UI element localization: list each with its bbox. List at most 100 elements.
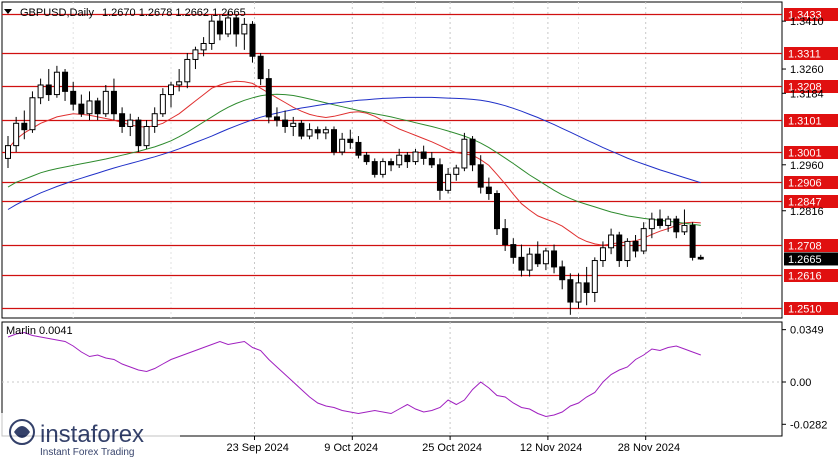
symbol-timeframe: GBPUSD,Daily <box>20 7 94 19</box>
price-tick-label: 1.2816 <box>790 206 824 218</box>
candle <box>127 113 134 137</box>
date-label: 9 Oct 2024 <box>324 442 378 454</box>
indicator-panel: 0.0349 0.00 -0.0282 <box>2 325 827 431</box>
level-label: 1.3311 <box>788 49 821 61</box>
candle <box>339 132 346 156</box>
level-tag <box>784 269 838 282</box>
price-tick-label: 1.3184 <box>790 88 824 100</box>
last-price-label: 1.2665 <box>788 254 822 266</box>
indicator-tick-label: 0.00 <box>790 377 811 389</box>
candle <box>249 21 256 63</box>
date-label: 12 Nov 2024 <box>520 442 582 454</box>
level-tag <box>784 146 838 159</box>
candle <box>502 219 509 251</box>
candle <box>13 116 20 153</box>
candle <box>273 107 280 127</box>
candle <box>192 46 199 70</box>
level-tag <box>784 239 838 252</box>
candle <box>526 247 533 277</box>
candle <box>542 247 549 271</box>
candle <box>616 231 623 267</box>
candle <box>355 136 362 159</box>
candle <box>469 136 476 172</box>
candle <box>624 238 631 267</box>
candlesticks <box>5 11 704 315</box>
candle <box>453 164 460 181</box>
candle <box>331 126 337 156</box>
chart-frame <box>1 1 783 437</box>
brand-tagline: Instant Forex Trading <box>40 447 135 458</box>
candle <box>388 158 395 172</box>
candle <box>697 254 704 260</box>
price-axis: 1.3410 1.3260 1.3184 1.2960 1.2816 1.2665 <box>782 16 838 266</box>
candle <box>640 222 647 255</box>
level-label: 1.3433 <box>788 10 822 22</box>
candle <box>233 14 240 47</box>
last-price-tag <box>784 252 838 266</box>
candle <box>591 257 598 303</box>
candle <box>53 65 60 98</box>
candle <box>518 244 525 277</box>
instaforex-logo-icon <box>9 419 35 445</box>
candle <box>347 129 354 149</box>
candle <box>176 69 183 92</box>
level-tag <box>784 8 838 21</box>
candle <box>45 69 52 101</box>
candle <box>306 123 313 140</box>
time-axis: 23 Sep 2024 9 Oct 2024 25 Oct 2024 12 Nov 2… <box>227 436 680 454</box>
level-tag <box>784 195 838 208</box>
candle <box>208 14 215 50</box>
candle <box>363 152 370 165</box>
candle <box>379 158 386 178</box>
candle <box>445 167 452 194</box>
candle <box>534 241 541 267</box>
candle <box>673 215 680 239</box>
ma-line <box>7 96 701 210</box>
candle <box>583 266 590 306</box>
level-label: 1.2906 <box>788 178 822 190</box>
candle <box>404 152 411 168</box>
level-tag <box>784 302 838 315</box>
candle <box>290 116 297 137</box>
candle <box>371 158 378 178</box>
level-label: 1.3001 <box>788 148 822 160</box>
level-tag <box>784 114 838 127</box>
candle <box>265 69 272 124</box>
candle <box>282 110 289 133</box>
candle <box>151 107 158 133</box>
candle <box>648 212 655 239</box>
candle <box>184 53 191 89</box>
watermark: instaforex Instant Forex Trading <box>0 413 180 459</box>
candle <box>428 152 435 168</box>
price-tick-label: 1.2960 <box>790 160 824 172</box>
level-label: 1.2510 <box>788 304 822 316</box>
candle <box>62 69 69 101</box>
candle <box>37 78 44 105</box>
level-label: 1.3208 <box>788 82 822 94</box>
candle <box>559 260 566 290</box>
candle <box>70 81 77 111</box>
candle <box>681 209 688 236</box>
date-label: 25 Oct 2024 <box>422 442 482 454</box>
marlin-line <box>7 331 701 418</box>
candle <box>135 116 142 153</box>
candle <box>599 241 606 267</box>
candle <box>200 37 207 57</box>
level-label: 1.3101 <box>788 116 822 128</box>
candle <box>665 215 672 232</box>
candle <box>575 273 582 309</box>
candle <box>29 91 36 133</box>
candle <box>608 228 615 255</box>
candle <box>632 235 639 258</box>
candle <box>689 222 696 261</box>
candle <box>322 126 329 140</box>
candle <box>461 132 468 172</box>
level-tag <box>784 80 838 93</box>
dropdown-arrow-icon[interactable] <box>4 9 12 14</box>
candle <box>21 110 28 140</box>
candle <box>412 148 419 165</box>
candle <box>485 177 492 200</box>
candle <box>510 238 517 264</box>
indicator-tick-label: -0.0282 <box>790 419 827 431</box>
